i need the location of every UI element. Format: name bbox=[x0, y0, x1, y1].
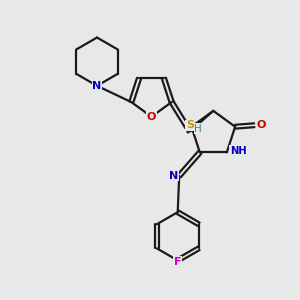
Text: O: O bbox=[256, 120, 266, 130]
Text: N: N bbox=[92, 81, 102, 91]
Text: F: F bbox=[174, 257, 182, 267]
Text: S: S bbox=[186, 120, 194, 130]
Text: H: H bbox=[194, 124, 202, 134]
Text: NH: NH bbox=[230, 146, 246, 156]
Text: O: O bbox=[147, 112, 156, 122]
Text: N: N bbox=[169, 171, 178, 181]
